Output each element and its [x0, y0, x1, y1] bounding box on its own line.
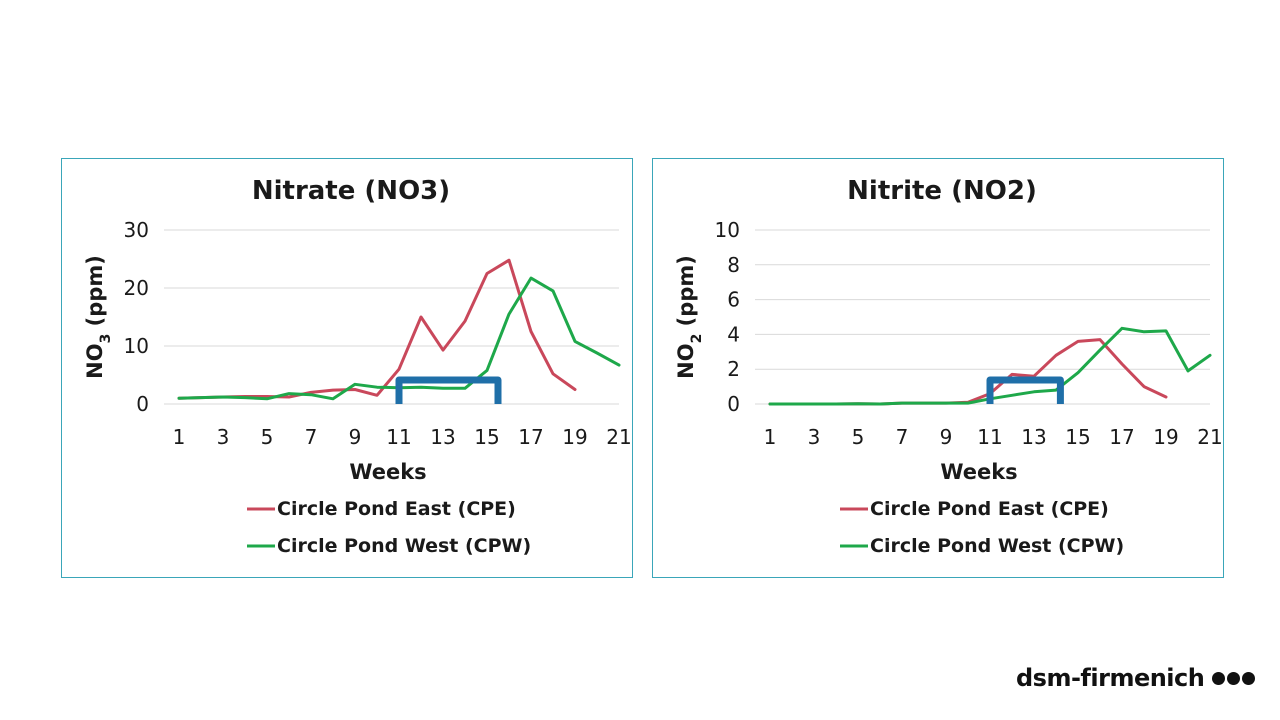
- legend-label: Circle Pond East (CPE): [870, 498, 1109, 520]
- x-tick-label: 15: [474, 425, 499, 449]
- x-axis-label: Weeks: [940, 460, 1017, 484]
- x-tick-label: 19: [562, 425, 587, 449]
- brand-dots-icon: [1212, 671, 1256, 685]
- x-tick-label: 21: [606, 425, 631, 449]
- y-tick-label: 0: [727, 392, 740, 416]
- y-tick-label: 4: [727, 322, 740, 346]
- x-tick-label: 1: [173, 425, 186, 449]
- series-line: [177, 258, 577, 400]
- brand-name: dsm-firmenich: [1016, 664, 1205, 692]
- x-tick-label: 21: [1197, 425, 1222, 449]
- y-tick-label: 0: [136, 392, 149, 416]
- series-line: [768, 338, 1168, 406]
- x-tick-label: 7: [305, 425, 318, 449]
- x-tick-label: 17: [518, 425, 543, 449]
- x-tick-label: 3: [808, 425, 821, 449]
- y-axis-label: NO2 (ppm): [674, 255, 705, 379]
- x-tick-label: 13: [1021, 425, 1046, 449]
- y-tick-label: 2: [727, 357, 740, 381]
- highlight-bracket: [395, 376, 502, 404]
- y-axis-label: NO3 (ppm): [83, 255, 114, 379]
- x-tick-label: 1: [764, 425, 777, 449]
- x-tick-label: 11: [386, 425, 411, 449]
- x-tick-label: 15: [1065, 425, 1090, 449]
- x-tick-label: 7: [896, 425, 909, 449]
- x-tick-label: 5: [261, 425, 274, 449]
- x-tick-label: 11: [977, 425, 1002, 449]
- nitrate-chart-panel: Nitrate (NO3) 0 10 20 30 1 3 5 7 9 11 13 15 17 19 21 Wee…: [61, 158, 633, 578]
- x-axis-label: Weeks: [349, 460, 426, 484]
- nitrite-chart-panel: Nitrite (NO2) 0 2 4 6 8 10 1 3 5 7 9 11 13 15 17 19 21 Wee…: [652, 158, 1224, 578]
- chart-title: Nitrite (NO2): [847, 176, 1037, 206]
- x-tick-label: 17: [1109, 425, 1134, 449]
- legend-label: Circle Pond West (CPW): [277, 535, 531, 557]
- x-tick-label: 3: [217, 425, 230, 449]
- chart-title: Nitrate (NO3): [252, 176, 450, 206]
- x-tick-label: 9: [940, 425, 953, 449]
- legend-label: Circle Pond West (CPW): [870, 535, 1124, 557]
- legend-label: Circle Pond East (CPE): [277, 498, 516, 520]
- y-tick-label: 10: [715, 218, 740, 242]
- x-tick-label: 5: [852, 425, 865, 449]
- y-tick-label: 30: [124, 218, 149, 242]
- brand-logo: dsm-firmenich: [1016, 662, 1256, 694]
- y-tick-label: 6: [727, 288, 740, 312]
- x-tick-label: 9: [349, 425, 362, 449]
- y-tick-label: 10: [124, 334, 149, 358]
- x-tick-label: 19: [1153, 425, 1178, 449]
- y-tick-label: 20: [124, 276, 149, 300]
- y-tick-label: 8: [727, 253, 740, 277]
- highlight-bracket: [986, 376, 1064, 404]
- x-tick-label: 13: [430, 425, 455, 449]
